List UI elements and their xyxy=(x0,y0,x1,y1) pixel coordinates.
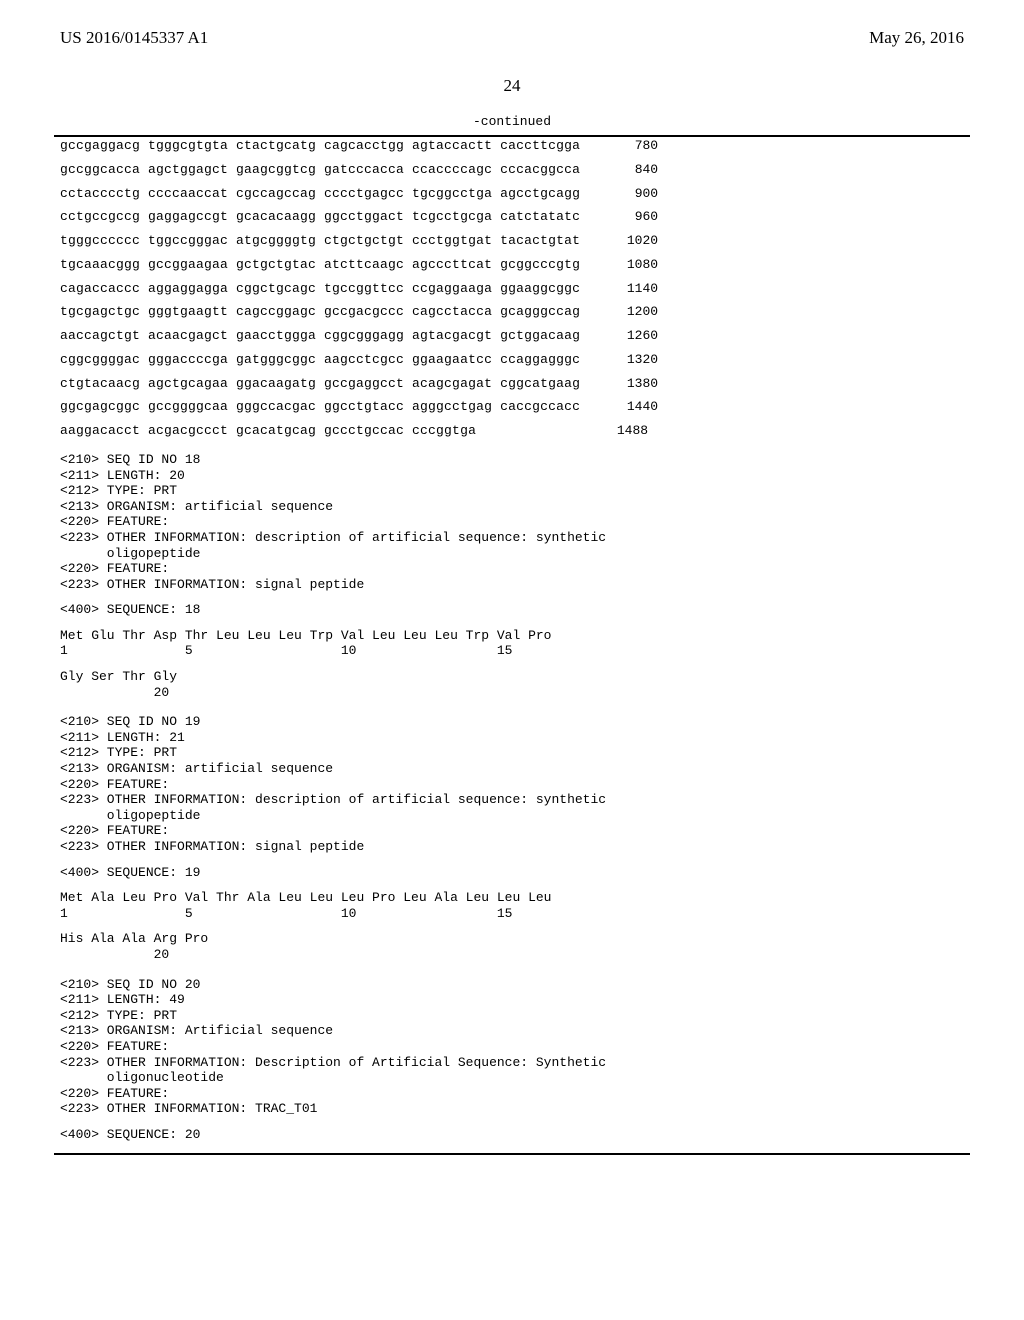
sequence-row: cctgccgccg gaggagccgt gcacacaagg ggcctgg… xyxy=(60,210,970,224)
page-header: US 2016/0145337 A1 May 26, 2016 xyxy=(54,28,970,52)
sequence-label: <400> SEQUENCE: 18 xyxy=(60,602,970,618)
sequence-row: aaccagctgt acaacgagct gaacctggga cggcggg… xyxy=(60,329,970,343)
sequence-row: tgggcccccc tggccgggac atgcggggtg ctgctgc… xyxy=(60,234,970,248)
position-line: 1 5 10 15 xyxy=(60,643,970,659)
sequence-listing-table: gccgaggacg tgggcgtgta ctactgcatg cagcacc… xyxy=(54,135,970,1155)
sequence-label: <400> SEQUENCE: 19 xyxy=(60,865,970,881)
amino-acid-line: His Ala Ala Arg Pro xyxy=(60,931,970,947)
position-line: 20 xyxy=(60,947,970,963)
sequence-row: cctacccctg ccccaaccat cgccagccag cccctga… xyxy=(60,187,970,201)
amino-acid-line: Met Ala Leu Pro Val Thr Ala Leu Leu Leu … xyxy=(60,890,970,906)
sequence-row: ggcgagcggc gccggggcaa gggccacgac ggcctgt… xyxy=(60,400,970,414)
sequence-row: cagaccaccc aggaggagga cggctgcagc tgccggt… xyxy=(60,282,970,296)
sequence-row: ctgtacaacg agctgcagaa ggacaagatg gccgagg… xyxy=(60,377,970,391)
sequence-row: cggcggggac gggaccccga gatgggcggc aagcctc… xyxy=(60,353,970,367)
seq-19-header: <210> SEQ ID NO 19 <211> LENGTH: 21 <212… xyxy=(60,714,970,854)
publication-date: May 26, 2016 xyxy=(869,28,964,48)
seq-18-header: <210> SEQ ID NO 18 <211> LENGTH: 20 <212… xyxy=(60,452,970,592)
position-line: 1 5 10 15 xyxy=(60,906,970,922)
publication-number: US 2016/0145337 A1 xyxy=(60,28,208,48)
seq-20-header: <210> SEQ ID NO 20 <211> LENGTH: 49 <212… xyxy=(60,977,970,1117)
continued-label: -continued xyxy=(54,114,970,129)
position-line: 20 xyxy=(60,685,970,701)
sequence-row: gccgaggacg tgggcgtgta ctactgcatg cagcacc… xyxy=(60,139,970,153)
amino-acid-line: Met Glu Thr Asp Thr Leu Leu Leu Trp Val … xyxy=(60,628,970,644)
amino-acid-line: Gly Ser Thr Gly xyxy=(60,669,970,685)
sequence-row: tgcaaacggg gccggaagaa gctgctgtac atcttca… xyxy=(60,258,970,272)
sequence-label: <400> SEQUENCE: 20 xyxy=(60,1127,970,1143)
sequence-row: gccggcacca agctggagct gaagcggtcg gatccca… xyxy=(60,163,970,177)
sequence-row: tgcgagctgc gggtgaagtt cagccggagc gccgacg… xyxy=(60,305,970,319)
sequence-row: aaggacacct acgacgccct gcacatgcag gccctgc… xyxy=(60,424,970,438)
page-number: 24 xyxy=(54,76,970,96)
